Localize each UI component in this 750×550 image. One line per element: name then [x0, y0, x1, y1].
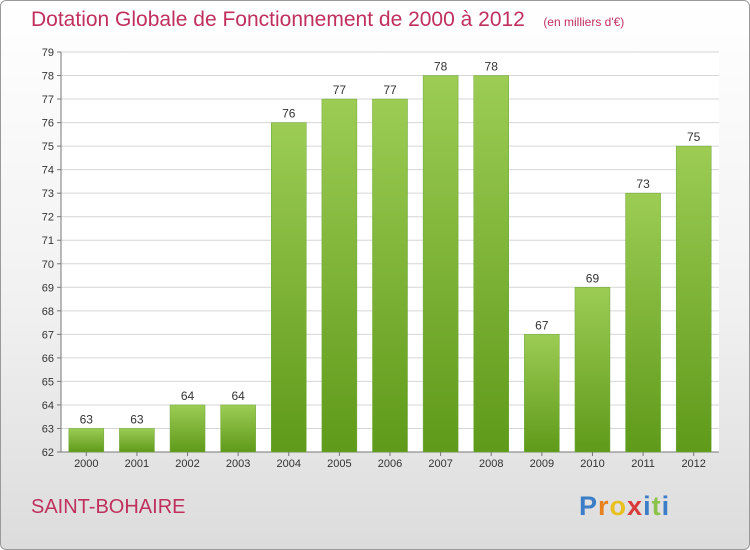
chart-title: Dotation Globale de Fonctionnement de 20…	[31, 8, 525, 31]
x-tick-label: 2002	[175, 458, 199, 470]
y-tick-label: 77	[42, 94, 54, 106]
logo-letter: r	[598, 491, 610, 521]
title-row: Dotation Globale de Fonctionnement de 20…	[31, 8, 624, 32]
bar-2012	[675, 145, 712, 453]
bar-value-label: 76	[282, 107, 296, 121]
bar-value-label: 77	[383, 83, 397, 97]
bar-value-label: 75	[687, 130, 701, 144]
y-tick-label: 74	[42, 165, 54, 177]
bar-2004	[271, 122, 307, 453]
x-tick-label: 2003	[226, 458, 250, 470]
bar-2010	[574, 287, 611, 453]
chart-subtitle: (en milliers d'€)	[543, 15, 625, 29]
logo-letter: o	[609, 491, 628, 521]
logo-letter: x	[627, 491, 644, 521]
y-tick-label: 68	[42, 306, 54, 318]
y-tick-label: 65	[42, 376, 54, 388]
y-tick-label: 62	[42, 447, 54, 459]
logo-letter: i	[661, 491, 671, 521]
bar-value-label: 63	[80, 412, 94, 426]
x-tick-label: 2007	[428, 458, 452, 470]
x-tick-label: 2010	[580, 458, 604, 470]
x-tick-label: 2004	[277, 458, 301, 470]
bar-2005	[321, 98, 358, 453]
y-tick-label: 73	[42, 188, 54, 200]
proxiti-logo: Proxiti	[579, 491, 670, 522]
y-tick-label: 75	[42, 141, 54, 153]
bar-value-label: 67	[535, 318, 549, 332]
bar-2008	[473, 75, 509, 453]
x-tick-label: 2005	[327, 458, 351, 470]
x-tick-label: 2001	[125, 458, 149, 470]
bar-2001	[119, 428, 155, 453]
bar-value-label: 78	[485, 60, 499, 74]
logo-letter: P	[579, 491, 599, 521]
bar-2003	[220, 404, 256, 453]
bar-value-label: 77	[333, 83, 347, 97]
commune-name: SAINT-BOHAIRE	[31, 496, 186, 518]
bar-2009	[524, 334, 560, 453]
y-tick-label: 66	[42, 353, 54, 365]
bar-value-label: 78	[434, 60, 448, 74]
y-tick-label: 69	[42, 282, 54, 294]
bar-value-label: 64	[181, 389, 195, 403]
y-tick-label: 70	[42, 259, 54, 271]
y-tick-label: 67	[42, 329, 54, 341]
bar-2002	[169, 404, 206, 453]
logo-letter: t	[651, 491, 662, 521]
y-tick-label: 76	[42, 118, 54, 130]
bar-value-label: 73	[636, 177, 650, 191]
y-tick-label: 79	[42, 47, 54, 59]
bar-2006	[372, 98, 408, 453]
logo-letter: i	[643, 491, 652, 521]
x-tick-label: 2008	[479, 458, 503, 470]
bar-2000	[68, 428, 105, 453]
x-tick-label: 2012	[681, 458, 705, 470]
x-tick-label: 2009	[530, 458, 554, 470]
y-tick-label: 64	[42, 400, 54, 412]
y-tick-label: 63	[42, 423, 54, 435]
bar-value-label: 69	[586, 271, 600, 285]
bar-value-label: 63	[130, 412, 144, 426]
y-tick-label: 78	[42, 71, 54, 83]
y-tick-label: 71	[42, 235, 54, 247]
x-tick-label: 2000	[74, 458, 98, 470]
x-tick-label: 2006	[378, 458, 402, 470]
bar-2011	[625, 192, 661, 453]
bar-value-label: 64	[231, 389, 245, 403]
y-tick-label: 72	[42, 212, 54, 224]
bar-2007	[422, 75, 459, 453]
x-tick-label: 2011	[631, 458, 655, 470]
